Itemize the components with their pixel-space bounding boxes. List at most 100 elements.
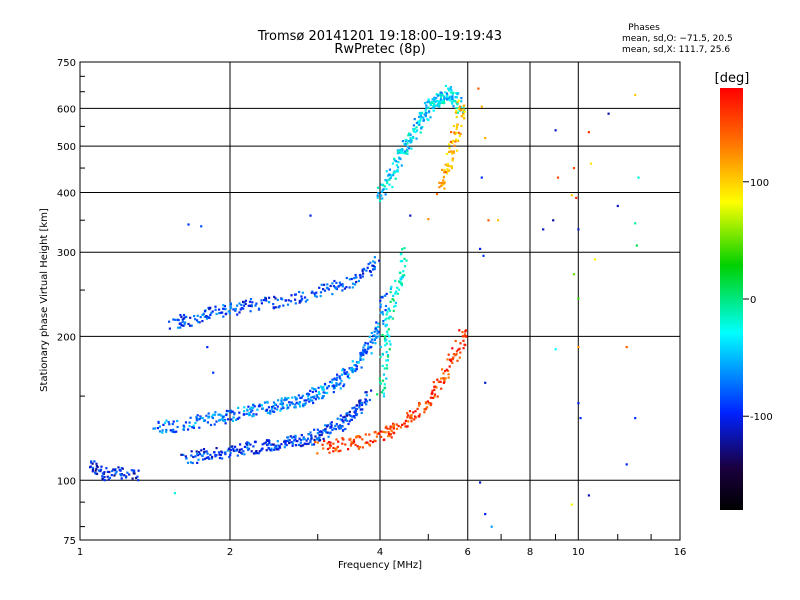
echo-point	[247, 442, 250, 445]
echo-point	[634, 93, 637, 97]
echo-point	[111, 469, 114, 473]
echo-point	[457, 131, 461, 134]
echo-point	[234, 307, 237, 311]
echo-point	[497, 219, 500, 222]
echo-point	[447, 373, 450, 376]
echo-point	[268, 301, 271, 304]
echo-point	[182, 453, 185, 456]
echo-point	[249, 310, 252, 313]
echo-point	[224, 453, 227, 456]
echo-point	[202, 458, 205, 461]
echo-point	[288, 439, 291, 442]
echo-point	[205, 456, 208, 459]
echo-point	[339, 377, 342, 380]
echo-point	[449, 165, 452, 168]
echo-point	[358, 401, 361, 404]
echo-point	[414, 131, 417, 134]
y-axis-label: Stationary phase Virtual Height [km]	[39, 208, 50, 392]
echo-point	[422, 119, 425, 122]
echo-point	[446, 168, 449, 171]
echo-point	[350, 442, 353, 445]
echo-point	[260, 302, 263, 305]
echo-point	[197, 418, 200, 421]
echo-point	[317, 386, 320, 389]
echo-point	[436, 94, 439, 97]
echo-point	[442, 372, 445, 375]
echo-point	[312, 401, 315, 405]
echo-point	[370, 331, 373, 335]
echo-point	[247, 448, 250, 451]
echo-point	[463, 117, 466, 120]
echo-point	[221, 451, 224, 454]
echo-point	[347, 422, 350, 426]
echo-point	[209, 423, 213, 427]
echo-point	[136, 475, 139, 478]
echo-point	[289, 401, 292, 404]
echo-point	[409, 415, 412, 418]
echo-point	[226, 449, 229, 452]
echo-point	[372, 260, 375, 263]
echo-point	[103, 471, 106, 474]
echo-point	[429, 102, 432, 105]
echo-point	[280, 443, 283, 446]
echo-point	[342, 421, 345, 424]
echo-point	[294, 298, 297, 301]
echo-point	[616, 204, 619, 208]
echo-point	[342, 385, 345, 388]
echo-point	[388, 434, 391, 437]
echo-point	[304, 300, 307, 303]
echo-point	[330, 424, 333, 427]
echo-point	[417, 415, 420, 418]
echo-point	[332, 385, 335, 388]
echo-point	[357, 279, 360, 283]
echo-point	[290, 441, 293, 444]
echo-point	[229, 302, 232, 305]
echo-point	[403, 422, 406, 425]
echo-point	[365, 441, 368, 444]
echo-point	[222, 315, 225, 318]
echo-point	[379, 311, 382, 314]
echo-point	[301, 291, 304, 294]
echo-point	[366, 266, 369, 269]
echo-point	[221, 417, 224, 421]
echo-point	[399, 280, 402, 283]
echo-point	[414, 416, 417, 419]
echo-point	[460, 97, 463, 100]
echo-point	[385, 338, 388, 341]
echo-point	[189, 461, 193, 464]
echo-point	[269, 412, 272, 415]
echo-point	[394, 177, 397, 180]
echo-point	[351, 286, 354, 289]
echo-point	[338, 375, 341, 378]
echo-point	[364, 341, 367, 345]
echo-point	[218, 308, 221, 311]
echo-point	[105, 467, 108, 470]
echo-point	[451, 347, 454, 350]
echo-point	[400, 284, 404, 287]
echo-point	[339, 418, 342, 421]
colorbar-tick-label: 100	[750, 178, 769, 189]
echo-point	[314, 390, 317, 393]
echo-point	[152, 427, 155, 430]
echo-point	[341, 289, 344, 292]
echo-point	[292, 435, 296, 438]
echo-point	[350, 418, 353, 421]
echo-point	[280, 407, 283, 410]
echo-point	[326, 287, 329, 290]
echo-point	[246, 446, 249, 449]
x-tick-label: 1	[77, 547, 83, 558]
echo-point	[238, 416, 241, 419]
echo-point	[452, 124, 455, 128]
echo-point	[384, 318, 387, 321]
echo-point	[432, 396, 435, 399]
echo-point	[327, 385, 330, 388]
echo-point	[210, 311, 213, 314]
echo-point	[316, 432, 319, 435]
echo-point	[362, 349, 365, 352]
echo-point	[276, 405, 279, 408]
echo-point	[361, 268, 364, 271]
echo-point	[593, 258, 597, 261]
echo-point	[254, 440, 257, 443]
echo-point	[242, 450, 245, 453]
echo-point	[182, 324, 185, 327]
